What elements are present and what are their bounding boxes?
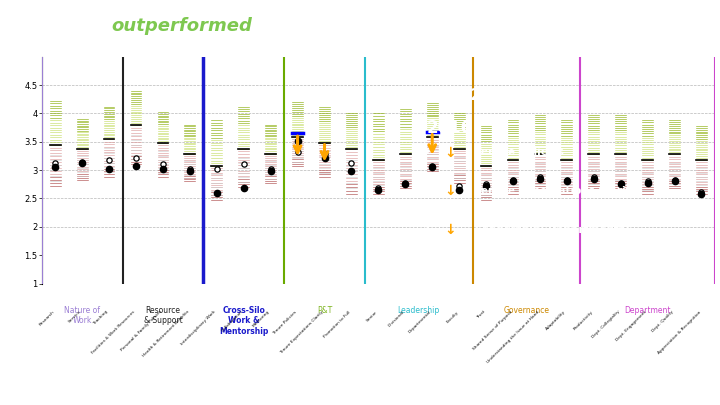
Text: Tenure Expectations Clarity: Tenure Expectations Clarity	[475, 186, 638, 196]
Text: ↓: ↓	[444, 184, 456, 198]
Text: Understanding the Issue at Hand: Understanding the Issue at Hand	[486, 310, 540, 364]
Text: ↓: ↓	[444, 223, 456, 237]
Text: Personal & Family Policies: Personal & Family Policies	[120, 310, 163, 352]
Text: outperformed: outperformed	[112, 17, 253, 35]
Text: the selected peer group: the selected peer group	[317, 17, 539, 35]
Text: Leadership: Departmental: Leadership: Departmental	[475, 225, 630, 235]
Text: 2020: None: 2020: None	[449, 87, 548, 103]
Text: Department: Department	[624, 306, 671, 315]
Text: Appreciation & Recognition: Appreciation & Recognition	[657, 310, 701, 355]
Text: Dept. Engagement: Dept. Engagement	[616, 310, 648, 342]
Text: Trust: Trust	[476, 310, 486, 320]
Text: Divisional: Divisional	[387, 310, 405, 328]
Text: •: •	[423, 146, 431, 159]
Text: Resource
& Support: Resource & Support	[143, 306, 182, 325]
Text: Governance: Governance	[503, 306, 549, 315]
Text: Productivity: Productivity	[572, 310, 594, 331]
Text: •: •	[423, 185, 431, 198]
Text: Faculty: Faculty	[446, 310, 459, 324]
Text: Facilities & Work Resources: Facilities & Work Resources	[91, 310, 136, 355]
Text: Shared Sense of Purpose: Shared Sense of Purpose	[472, 310, 513, 351]
Text: •: •	[423, 224, 431, 237]
Text: ↓: ↓	[444, 145, 456, 160]
Text: Interdisciplinary Work: Interdisciplinary Work	[181, 310, 217, 346]
Text: Tenure Policies: Tenure Policies	[272, 310, 297, 335]
Text: Research: Research	[38, 310, 55, 327]
Text: 2016: 2016	[426, 119, 472, 137]
Text: Teaching: Teaching	[93, 310, 109, 326]
Text: Service: Service	[68, 310, 82, 324]
Text: Dept. Quality: Dept. Quality	[652, 310, 675, 333]
Text: P&T: P&T	[317, 306, 332, 315]
Text: Leadership: Leadership	[397, 306, 440, 315]
Text: Areas S&T: Areas S&T	[9, 17, 108, 35]
Text: Cross-Silo
Work &
Mentorship: Cross-Silo Work & Mentorship	[219, 306, 269, 336]
Text: Tenure Expectations Clarity: Tenure Expectations Clarity	[279, 310, 325, 355]
Text: Collaboration: Collaboration	[220, 310, 243, 333]
Text: Dept. Collegiality: Dept. Collegiality	[591, 310, 621, 339]
Text: Departmental: Departmental	[408, 310, 432, 334]
Text: Tenure Policies: Tenure Policies	[475, 147, 564, 158]
Text: Health & Retirement Benefits: Health & Retirement Benefits	[142, 310, 190, 358]
Text: Nature of
Work: Nature of Work	[64, 306, 100, 325]
Text: Adaptability: Adaptability	[545, 310, 567, 331]
Text: Senior: Senior	[366, 310, 379, 322]
Text: Promotion to Full: Promotion to Full	[323, 310, 351, 339]
Text: Mentoring: Mentoring	[252, 310, 271, 328]
